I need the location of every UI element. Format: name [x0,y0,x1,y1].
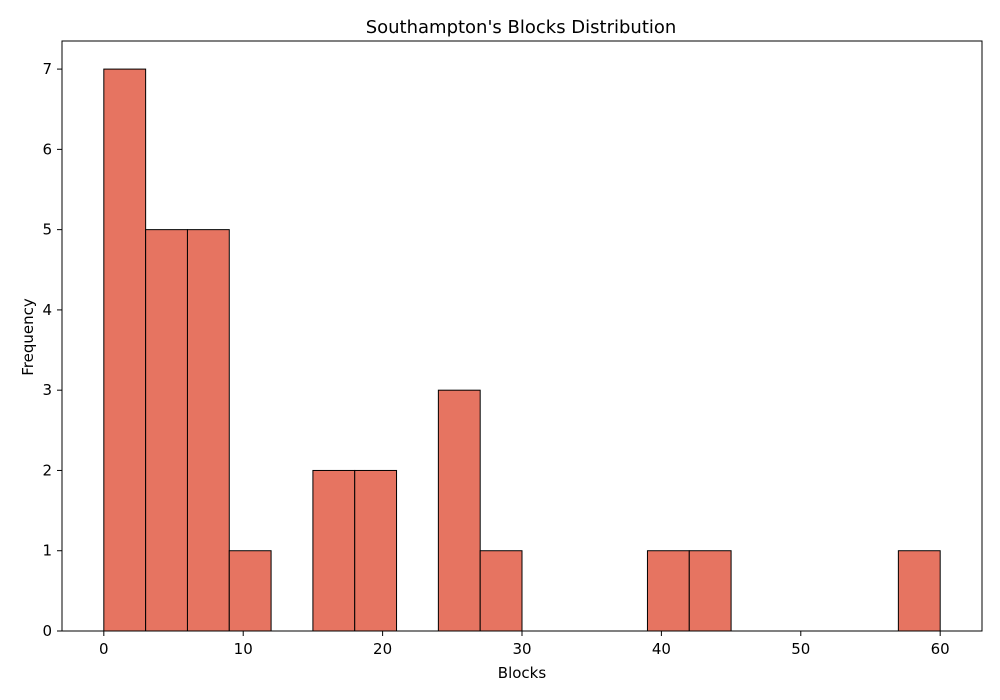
histogram-bar-13 [646,550,690,632]
histogram-bar-0 [103,68,147,632]
x-axis-ticks: 0 10 20 30 40 50 60 [99,631,950,658]
histogram-bar-5 [312,469,356,632]
x-axis-label: Blocks [498,664,547,682]
chart-title: Southampton's Blocks Distribution [366,17,677,38]
histogram-bar-14 [688,550,732,632]
x-tick-label: 30 [512,640,531,658]
histogram-bar-2 [186,229,230,632]
histogram-bar-8 [437,389,481,632]
y-tick-label: 6 [42,140,52,158]
y-axis-ticks: 0 1 2 3 4 5 6 7 [42,60,62,640]
bars-group [103,68,941,632]
x-tick-label: 20 [373,640,392,658]
y-tick-label: 3 [42,381,52,399]
histogram-bar-1 [145,229,188,632]
y-tick-label: 7 [42,60,52,78]
x-tick-label: 40 [652,640,671,658]
plot-frame [61,40,983,632]
x-tick-label: 10 [234,640,253,658]
histogram-bar-9 [479,550,523,632]
y-tick-label: 5 [42,221,52,239]
x-tick-label: 50 [791,640,810,658]
histogram-bar-6 [354,469,398,632]
histogram-bar-3 [228,550,272,632]
y-axis-label: Frequency [19,298,37,376]
y-tick-label: 0 [42,622,52,640]
x-tick-label: 60 [931,640,950,658]
histogram-bar-19 [897,550,941,632]
y-tick-label: 4 [42,301,52,319]
x-tick-label: 0 [99,640,109,658]
y-tick-label: 2 [42,461,52,479]
y-tick-label: 1 [42,542,52,560]
